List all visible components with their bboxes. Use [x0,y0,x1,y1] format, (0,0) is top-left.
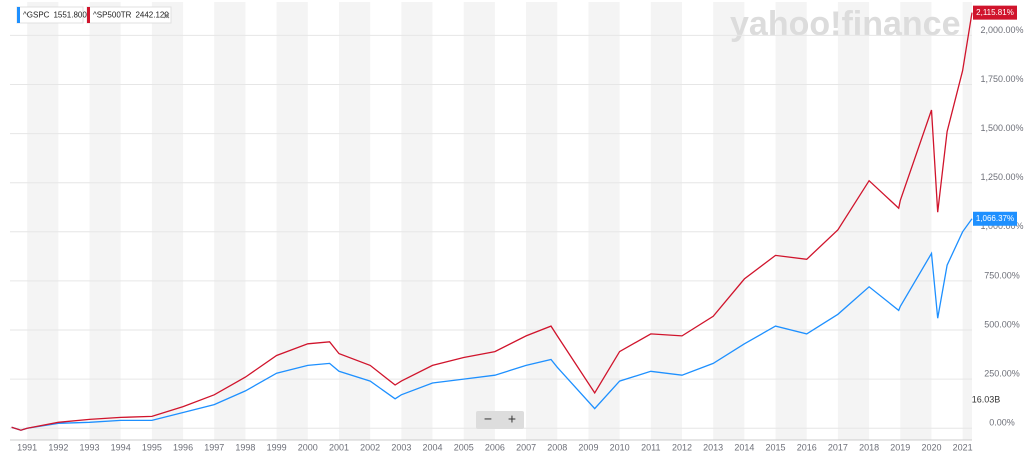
year-stripe [900,2,932,440]
year-stripe [650,2,682,440]
year-stripe [588,2,620,440]
y-tick-label: 2,000.00% [980,25,1023,35]
x-tick-label: 2012 [672,442,692,452]
year-stripe [89,2,121,440]
x-tick-label: 1999 [267,442,287,452]
last-value-label: 1,066.37% [976,214,1014,223]
x-tick-label: 1993 [80,442,100,452]
close-icon [163,12,170,19]
x-tick-label: 1997 [204,442,224,452]
x-tick-label: 2014 [734,442,754,452]
x-tick-label: 1998 [235,442,255,452]
y-tick-label: 250.00% [984,368,1020,378]
legend-entry: ^SP500TR 2442.120 [86,6,172,24]
x-tick-label: 2003 [391,442,411,452]
series-line [11,12,973,431]
y-tick-label: 500.00% [984,319,1020,329]
x-tick-label: 2008 [547,442,567,452]
year-stripe [962,2,972,440]
year-stripe [775,2,807,440]
x-tick-label: 2004 [423,442,443,452]
year-stripe [214,2,246,440]
volume-label: 16.03B [972,394,1001,404]
x-tick-label: 2020 [921,442,941,452]
y-tick-label: 0.00% [989,418,1015,428]
x-tick-label: 2002 [360,442,380,452]
last-value-box [973,5,1017,20]
zoom-controls: − + [476,411,524,429]
x-tick-label: 2016 [797,442,817,452]
x-tick-label: 2000 [298,442,318,452]
legend-value: 1551.800 [53,11,87,20]
legend-name: ^SP500TR [93,11,132,20]
watermark: yahoo!finance [730,5,960,43]
year-stripe [837,2,870,440]
x-tick-label: 2009 [578,442,598,452]
x-tick-label: 1994 [111,442,131,452]
last-value-label: 2,115.81% [976,8,1014,17]
last-value-box [973,211,1017,226]
year-stripe [338,2,371,440]
x-tick-label: 2011 [641,442,660,452]
y-tick-label: 1,000.00% [980,221,1023,231]
year-stripe [463,2,495,440]
y-tick-label: 750.00% [984,270,1020,280]
x-tick-label: 2015 [766,442,786,452]
x-tick-label: 2021 [953,442,973,452]
zoom-in[interactable]: + [508,411,516,427]
x-tick-label: 2019 [890,442,910,452]
legend-value: 2442.120 [135,11,169,20]
legend-swatch [17,7,20,23]
legend-swatch [87,7,90,23]
year-stripe [526,2,558,440]
x-tick-label: 2005 [454,442,474,452]
x-tick-label: 2007 [516,442,536,452]
zoom-out[interactable]: − [484,411,492,427]
zoom-bg [476,411,524,429]
legend-entry: ^GSPC 1551.800 [16,6,87,24]
x-tick-label: 1996 [173,442,193,452]
x-tick-label: 1995 [142,442,162,452]
legend-name: ^GSPC [23,11,50,20]
x-tick-label: 2010 [610,442,630,452]
x-tick-label: 2013 [703,442,723,452]
x-tick-label: 2001 [329,442,349,452]
series-line [11,218,973,431]
year-stripe [276,2,308,440]
y-tick-label: 1,250.00% [980,172,1023,182]
x-tick-label: 2006 [485,442,505,452]
y-tick-label: 1,750.00% [980,74,1023,84]
x-tick-label: 2017 [828,442,848,452]
x-tick-label: 2018 [859,442,879,452]
year-stripe [27,2,59,440]
x-tick-label: 1991 [17,442,37,452]
year-stripe [151,2,184,440]
year-stripe [713,2,745,440]
y-tick-label: 1,500.00% [980,123,1023,133]
x-tick-label: 1992 [48,442,68,452]
legend-close[interactable] [163,12,170,19]
year-stripe [401,2,433,440]
